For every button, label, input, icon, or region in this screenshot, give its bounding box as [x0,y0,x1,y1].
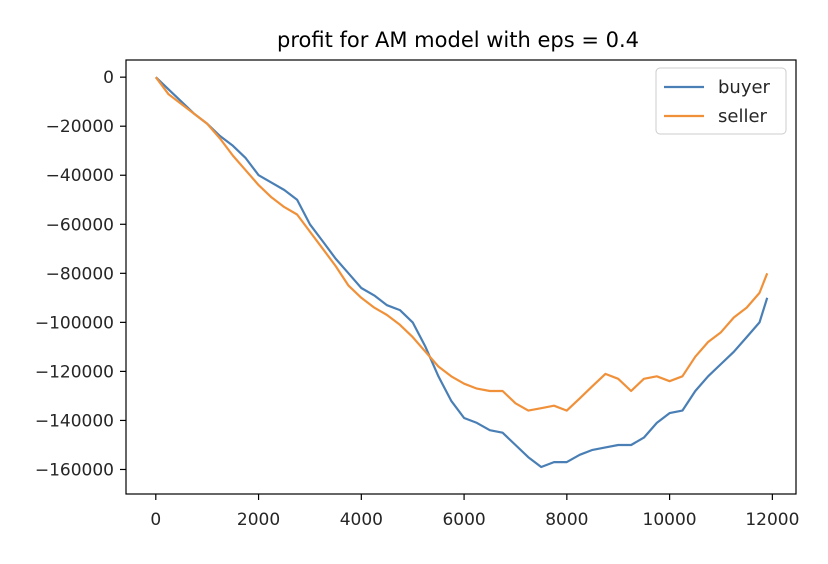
plot-area [154,76,769,469]
legend-label-seller: seller [718,106,768,127]
legend-label-buyer: buyer [718,77,771,98]
axes: 0 2000 4000 6000 8000 10000 12000 0 −20000 −40000… [35,59,799,530]
x-tick-label: 8000 [545,510,588,530]
x-tick-label: 6000 [442,510,485,530]
x-tick-label: 10000 [643,510,697,530]
x-tick-label: 0 [150,510,161,530]
chart-title: profit for AM model with eps = 0.4 [277,28,639,52]
y-tick-label: −160000 [35,460,114,480]
y-tick-label: −40000 [46,166,114,186]
y-tick-label: 0 [103,68,114,88]
x-tick-label: 4000 [340,510,383,530]
axes-frame [125,59,797,495]
series-line-buyer [155,76,769,469]
x-tick-label: 2000 [237,510,280,530]
legend: buyer seller [655,67,787,135]
series-line-seller [154,76,769,412]
legend-box [655,67,787,135]
y-tick-label: −120000 [35,362,114,382]
y-tick-label: −60000 [46,215,114,235]
y-tick-label: −20000 [46,117,114,137]
y-tick-label: −100000 [35,313,114,333]
y-tick-label: −80000 [46,264,114,284]
x-tick-label: 12000 [745,510,799,530]
y-tick-label: −140000 [35,411,114,431]
